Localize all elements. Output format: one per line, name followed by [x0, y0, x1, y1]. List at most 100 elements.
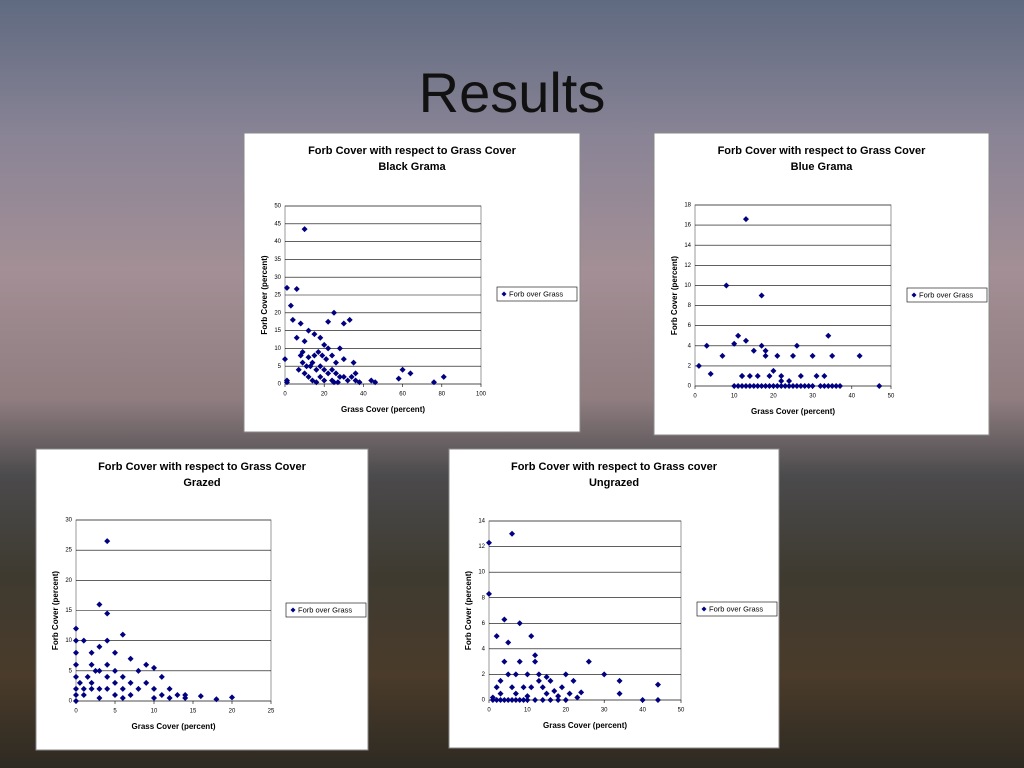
scatter-point [76, 679, 83, 686]
scatter-point [774, 352, 781, 359]
x-axis-label: Grass Cover (percent) [751, 407, 835, 416]
x-tick-label: 10 [731, 394, 738, 400]
y-tick-label: 20 [65, 578, 72, 584]
chart-title: Forb Cover with respect to Grass Cover [308, 145, 517, 157]
scatter-point [797, 383, 804, 389]
chart-subtitle: Blue Grama [791, 161, 854, 173]
x-tick-label: 80 [438, 392, 445, 398]
scatter-point [774, 383, 781, 389]
x-tick-label: 10 [151, 709, 158, 715]
scatter-point [790, 383, 796, 389]
x-tick-label: 20 [321, 392, 328, 398]
scatter-point [512, 671, 519, 678]
scatter-point [143, 661, 150, 668]
y-tick-label: 30 [65, 518, 72, 524]
scatter-point [348, 373, 355, 380]
y-tick-label: 15 [65, 608, 72, 614]
y-tick-label: 14 [684, 243, 691, 249]
y-tick-label: 45 [274, 221, 281, 227]
y-tick-label: 8 [688, 303, 692, 309]
scatter-point [739, 372, 746, 379]
x-tick-label: 40 [639, 708, 646, 714]
scatter-point [352, 370, 359, 377]
scatter-point [151, 664, 157, 671]
scatter-point [746, 372, 753, 379]
scatter-point [493, 684, 500, 691]
x-tick-label: 5 [113, 709, 117, 715]
y-tick-label: 0 [69, 699, 73, 705]
scatter-point [735, 383, 742, 389]
scatter-point [112, 691, 118, 698]
x-tick-label: 20 [770, 394, 777, 400]
legend-box [285, 602, 367, 618]
scatter-point [182, 691, 189, 698]
scatter-point [440, 373, 447, 380]
scatter-point [524, 671, 531, 678]
scatter-point [317, 334, 324, 341]
y-tick-label: 2 [482, 672, 486, 678]
scatter-point [301, 226, 308, 233]
scatter-point [73, 673, 79, 680]
scatter-point [182, 694, 189, 701]
scatter-point [303, 363, 310, 370]
y-tick-label: 0 [278, 382, 282, 388]
scatter-point [801, 383, 808, 389]
scatter-point [509, 697, 516, 703]
scatter-point [543, 690, 550, 697]
y-tick-label: 6 [688, 323, 692, 329]
scatter-point [489, 694, 496, 701]
scatter-point [88, 685, 95, 692]
scatter-point [88, 649, 95, 656]
scatter-point [325, 318, 332, 325]
y-tick-label: 5 [278, 364, 282, 370]
y-tick-label: 40 [274, 239, 281, 245]
scatter-point [543, 673, 550, 680]
scatter-point [512, 697, 519, 703]
x-tick-label: 40 [360, 392, 367, 398]
scatter-point [797, 372, 804, 379]
legend-marker [501, 291, 507, 297]
scatter-point [829, 383, 836, 389]
scatter-point [96, 667, 103, 674]
slide-title: Results [419, 61, 606, 124]
y-tick-label: 6 [482, 621, 486, 627]
y-tick-label: 18 [684, 203, 691, 209]
legend-marker [290, 607, 296, 613]
scatter-point [512, 690, 519, 697]
legend-label: Forb over Grass [709, 604, 763, 613]
scatter-point [750, 347, 757, 354]
scatter-point [135, 685, 142, 692]
scatter-point [486, 590, 492, 597]
scatter-point [524, 697, 531, 703]
scatter-point [143, 679, 150, 686]
scatter-point [340, 373, 347, 380]
scatter-point [313, 379, 320, 386]
scatter-point [793, 383, 800, 389]
scatter-point [501, 658, 508, 665]
scatter-point [344, 377, 351, 384]
x-tick-label: 0 [74, 709, 78, 715]
scatter-point [119, 694, 126, 701]
scatter-point [809, 383, 816, 389]
y-tick-label: 0 [688, 384, 692, 390]
scatter-point [112, 667, 118, 674]
scatter-point [309, 359, 316, 366]
x-axis-label: Grass Cover (percent) [543, 721, 627, 730]
legend-label: Forb over Grass [919, 290, 973, 299]
scatter-point [299, 359, 306, 366]
scatter-point [104, 538, 111, 545]
scatter-point [497, 690, 504, 697]
scatter-point [837, 383, 844, 389]
scatter-point [283, 284, 290, 291]
x-tick-label: 40 [848, 394, 855, 400]
scatter-point [332, 359, 339, 366]
scatter-point [821, 383, 828, 389]
scatter-point [112, 649, 118, 656]
scatter-point [313, 366, 320, 373]
chart: Forb Cover with respect to Grass Cover Gr… [35, 448, 369, 751]
scatter-point [297, 320, 304, 327]
scatter-point [805, 383, 812, 389]
scatter-point [73, 685, 79, 692]
y-tick-label: 30 [274, 275, 281, 281]
